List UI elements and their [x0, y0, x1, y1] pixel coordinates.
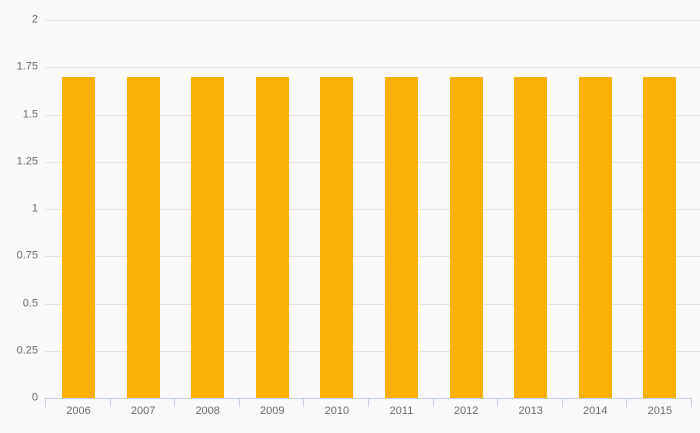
x-axis-tick-mark — [303, 398, 305, 407]
x-axis-tick-label: 2015 — [647, 405, 673, 417]
y-axis-tick-label: 0 — [31, 391, 38, 404]
gridline — [45, 114, 700, 116]
y-axis-tick-label: 1.5 — [22, 108, 38, 120]
gridline — [45, 209, 700, 210]
y-axis-tick-label: 1.75 — [16, 60, 38, 73]
y-axis-tick-label: 0.25 — [16, 344, 38, 357]
x-axis-tick-mark — [497, 398, 499, 407]
bar[interactable] — [385, 76, 418, 398]
x-axis-tick-mark — [45, 398, 46, 407]
x-axis-tick-label: 2006 — [66, 405, 91, 417]
gridline — [45, 161, 700, 163]
x-axis-tick-mark — [432, 398, 434, 407]
bar[interactable] — [126, 76, 160, 398]
x-axis-tick-mark — [238, 398, 240, 407]
x-axis-tick-label: 2012 — [453, 405, 479, 417]
gridline — [45, 256, 700, 258]
bar[interactable] — [191, 76, 225, 398]
x-axis-tick-label: 2009 — [260, 405, 285, 417]
bar[interactable] — [255, 76, 289, 398]
bar[interactable] — [578, 76, 612, 398]
x-axis-tick-mark — [174, 398, 176, 407]
x-axis-tick-mark — [109, 398, 111, 407]
x-axis-tick-mark — [691, 398, 692, 407]
bar[interactable] — [320, 76, 354, 398]
y-axis-tick-label: 2 — [31, 13, 38, 26]
x-axis-tick-mark — [368, 398, 369, 407]
y-axis: 0 0.25 0.5 0.75 1 1.25 1.5 1.75 2 — [0, 14, 38, 403]
x-axis-tick-label: 2013 — [518, 405, 543, 417]
x-axis-tick-label: 2008 — [195, 405, 220, 417]
bar[interactable] — [449, 76, 483, 398]
y-axis-tick-label: 0.75 — [16, 249, 38, 262]
y-axis-tick-label: 1 — [31, 202, 38, 215]
gridline — [45, 303, 700, 305]
x-axis-tick-label: 2011 — [389, 405, 414, 417]
x-axis-tick-mark — [626, 398, 628, 407]
bar[interactable] — [514, 76, 548, 398]
bar[interactable] — [62, 76, 95, 398]
y-axis-tick-label: 1.25 — [16, 155, 38, 168]
bar[interactable] — [643, 76, 677, 398]
gridline — [45, 350, 700, 352]
x-axis-tick-label: 2014 — [583, 405, 608, 417]
x-axis-tick-label: 2007 — [130, 405, 156, 417]
plot-area — [45, 20, 700, 398]
x-axis-tick-label: 2010 — [324, 405, 350, 417]
x-axis-tick-mark — [561, 398, 563, 407]
gridline — [45, 67, 700, 69]
y-axis-tick-label: 0.5 — [22, 297, 38, 309]
gridline — [45, 20, 700, 21]
